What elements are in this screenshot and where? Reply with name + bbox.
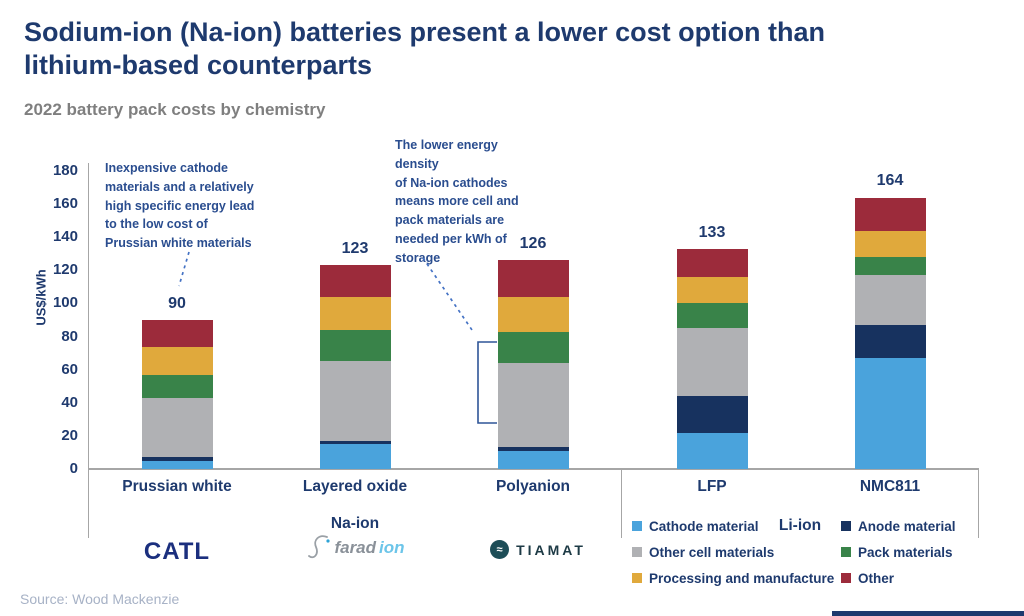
group-label-na-ion: Na-ion [330, 515, 380, 532]
bar-segment [141, 320, 213, 347]
legend-swatch [632, 547, 642, 557]
legend-swatch [841, 573, 851, 583]
bar-segment [141, 346, 213, 375]
faradion-loop-icon [308, 535, 331, 559]
y-tick-label: 20 [61, 426, 78, 444]
bar-segment [497, 260, 569, 297]
y-tick-label: 120 [52, 261, 78, 279]
bar-segment [854, 275, 926, 325]
bar-segment [676, 432, 748, 469]
bar-segment [676, 276, 748, 304]
legend-item: Anode material [841, 517, 956, 535]
annotation-na-ion-density: The lower energy density of Na-ion catho… [395, 138, 519, 265]
stacked-bar [319, 265, 391, 469]
chart-legend: Cathode material Anode material Other cell… [632, 517, 956, 587]
y-tick-label: 140 [52, 228, 78, 246]
bar-segment [676, 328, 748, 397]
chart-subtitle: 2022 battery pack costs by chemistry [24, 100, 326, 119]
y-tick-label: 180 [52, 162, 78, 179]
legend-item: Other cell materials [632, 543, 841, 561]
tiamat-icon: ≈ [490, 540, 510, 559]
bar-segment [319, 444, 391, 469]
bar-segment [319, 361, 391, 441]
y-tick-label: 160 [52, 195, 78, 213]
bar-segment [854, 324, 926, 359]
bar-total-label: 90 [168, 295, 186, 312]
bar-total-label: 126 [519, 235, 547, 253]
faradion-ion-text: ion [379, 538, 405, 557]
catl-logo: CATL [143, 538, 211, 565]
group-divider-line [621, 470, 622, 538]
bar-total-label: 133 [698, 223, 726, 241]
legend-label: Other [858, 570, 895, 586]
page-title: Sodium-ion (Na-ion) batteries present a … [24, 17, 826, 80]
tiamat-text: TIAMAT [516, 541, 586, 558]
legend-label: Processing and manufacture [649, 570, 835, 586]
faradion-text: farad [334, 538, 377, 557]
right-border-line [978, 470, 979, 538]
category-label: Layered oxide [302, 478, 408, 495]
legend-item: Pack materials [841, 543, 956, 561]
bar-segment [319, 440, 391, 445]
bar-segment [497, 450, 569, 469]
legend-item: Cathode material [632, 517, 841, 535]
bar-segment [141, 397, 213, 458]
y-axis-line [88, 163, 89, 538]
category-label: LFP [697, 478, 727, 495]
category-label: NMC811 [859, 478, 921, 495]
bar-segment [854, 230, 926, 258]
legend-swatch [632, 521, 642, 531]
dashed-connector-left [178, 251, 190, 287]
footer-accent-bar [832, 611, 1024, 616]
group-label-li-ion: Li-ion [778, 517, 822, 534]
bar-segment [497, 447, 569, 451]
bar-segment [319, 296, 391, 330]
y-tick-label: 100 [52, 294, 78, 312]
tiamat-logo: ≈ TIAMAT [463, 540, 613, 559]
bar-total-label: 164 [876, 172, 904, 190]
stacked-bar [854, 197, 926, 469]
x-axis-line [88, 468, 979, 470]
legend-label: Anode material [858, 518, 956, 534]
bar-segment [676, 248, 748, 277]
category-label: Polyanion [495, 478, 571, 495]
legend-swatch [841, 547, 851, 557]
legend-swatch [632, 573, 642, 583]
dashed-connector-right [422, 257, 473, 331]
bar-segment [854, 358, 926, 469]
y-tick-label: 60 [61, 360, 78, 378]
y-tick-label: 80 [61, 327, 78, 345]
legend-item: Other [841, 569, 956, 587]
y-tick-label: 40 [61, 393, 78, 411]
bar-segment [676, 396, 748, 433]
source-note: Source: Wood Mackenzie [20, 591, 180, 607]
stacked-bar [497, 260, 569, 469]
range-bracket [477, 341, 497, 424]
legend-label: Pack materials [858, 544, 953, 560]
bar-segment [854, 257, 926, 276]
legend-label: Cathode material [649, 518, 759, 534]
bar-segment [319, 329, 391, 362]
stacked-bar [676, 248, 748, 469]
bar-segment [319, 265, 391, 297]
category-label: Prussian white [122, 478, 232, 495]
bar-segment [497, 331, 569, 364]
bar-segment [141, 374, 213, 398]
bar-segment [676, 303, 748, 329]
annotation-prussian-white: Inexpensive cathode materials and a rela… [105, 161, 255, 250]
legend-item: Processing and manufacture [632, 569, 841, 587]
legend-label: Other cell materials [649, 544, 775, 560]
bar-segment [497, 296, 569, 332]
bar-total-label: 123 [341, 240, 369, 258]
bar-segment [141, 457, 213, 461]
legend-swatch [841, 521, 851, 531]
faradion-logo: farad ion [280, 534, 430, 562]
bar-segment [854, 197, 926, 231]
stacked-bar [141, 320, 213, 469]
bar-segment [497, 363, 569, 448]
bar-segment [141, 460, 213, 469]
y-tick-label: 0 [69, 460, 78, 477]
